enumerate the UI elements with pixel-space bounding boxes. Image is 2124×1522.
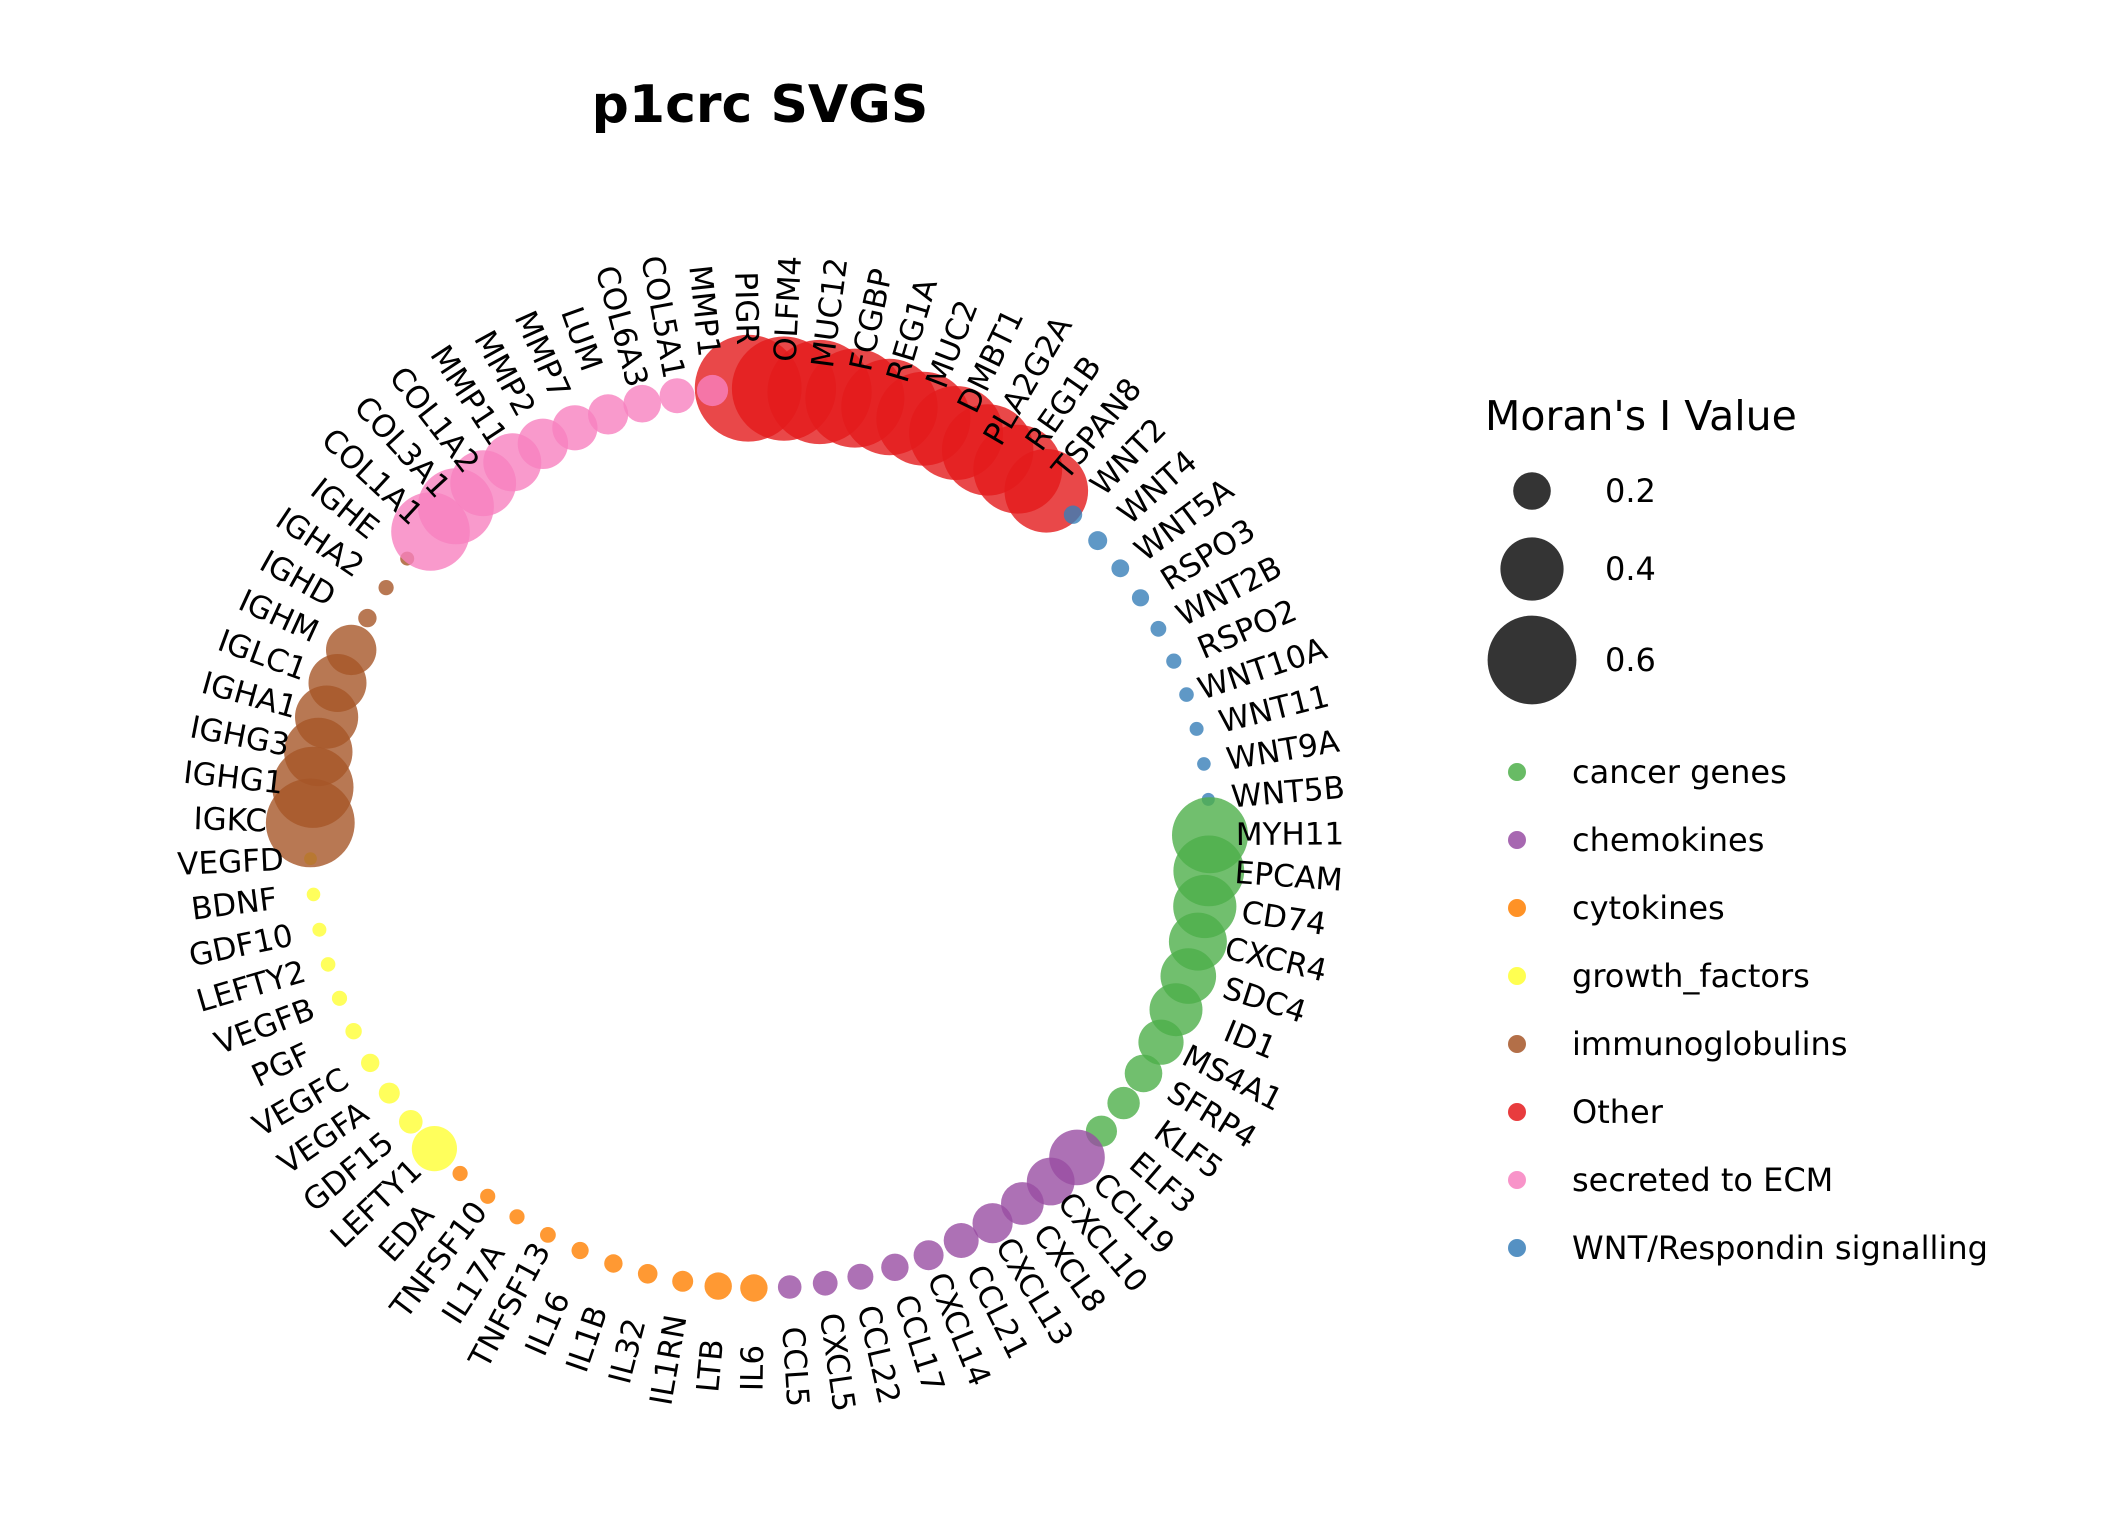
gene-label-ighg1: IGHG1 — [182, 755, 286, 802]
size-legend-bubble — [1500, 537, 1564, 601]
category-legend-marker — [1508, 1103, 1526, 1121]
size-legend-label: 0.2 — [1605, 472, 1656, 510]
gene-bubble-lum — [588, 394, 629, 435]
gene-bubble-ccl17 — [881, 1253, 909, 1282]
gene-bubble-rspo3 — [1131, 589, 1150, 607]
category-legend-label: growth_factors — [1572, 957, 1810, 995]
gene-bubble-il32 — [637, 1264, 658, 1284]
chart-title: p1crc SVGS — [592, 75, 929, 135]
gene-bubble-vegfb — [331, 990, 348, 1006]
gene-bubble-il6 — [740, 1274, 768, 1302]
category-legend-marker — [1508, 1239, 1526, 1257]
gene-label-myh11: MYH11 — [1236, 816, 1345, 853]
gene-bubble-mmp7 — [552, 405, 598, 451]
category-legend-label: WNT/Respondin signalling — [1572, 1229, 1988, 1267]
gene-bubble-gdf15 — [399, 1110, 423, 1134]
gene-bubble-cxcl5 — [812, 1270, 838, 1296]
gene-bubble-ccl22 — [847, 1263, 874, 1290]
gene-label-wnt5b: WNT5B — [1230, 770, 1346, 816]
gene-bubble-il17a — [509, 1209, 525, 1225]
category-legend: cancer genes chemokines cytokines growth_fa… — [1508, 753, 1988, 1267]
category-legend-label: cytokines — [1572, 889, 1725, 927]
gene-label-bdnf: BDNF — [189, 881, 279, 928]
gene-bubble-gdf10 — [312, 922, 327, 937]
gene-bubble-cxcl14 — [913, 1240, 944, 1271]
category-legend-label: cancer genes — [1572, 753, 1787, 791]
gene-label-igkc: IGKC — [193, 801, 268, 839]
gene-bubble-ccl21 — [943, 1223, 979, 1258]
category-legend-label: immunoglobulins — [1572, 1025, 1847, 1063]
category-legend-label: Other — [1572, 1093, 1664, 1131]
gene-bubble-wnt9a — [1197, 757, 1211, 771]
category-legend-marker — [1508, 967, 1526, 985]
gene-bubble-il1rn — [672, 1270, 694, 1292]
gene-label-vegfd: VEGFD — [177, 842, 285, 883]
size-legend-bubble — [1487, 615, 1577, 705]
gene-bubble-rspo2 — [1166, 653, 1182, 669]
size-legend-title: Moran's I Value — [1485, 392, 1797, 440]
gene-bubble-wnt2b — [1150, 620, 1167, 637]
gene-bubble-pgf — [345, 1022, 362, 1040]
gene-label-ccl5: CCL5 — [774, 1326, 815, 1408]
size-legend-bubble — [1513, 472, 1551, 510]
gene-bubble-wnt4 — [1088, 531, 1108, 551]
gene-bubble-lefty2 — [320, 957, 336, 972]
gene-label-ltb: LTB — [690, 1338, 731, 1394]
gene-bubble-ltb — [704, 1272, 732, 1300]
category-legend-marker — [1508, 831, 1526, 849]
size-legend-label: 0.6 — [1605, 641, 1656, 679]
gene-bubble-vegfa — [378, 1082, 400, 1104]
gene-bubble-ighm — [326, 624, 377, 676]
gene-bubble-eda — [452, 1165, 468, 1182]
gene-bubble-sfrp4 — [1124, 1054, 1163, 1093]
gene-bubble-wnt5a — [1111, 559, 1130, 578]
size-legend: Moran's I Value 0.2 0.4 0.6 — [1485, 392, 1797, 705]
gene-bubble-ighd — [358, 608, 377, 628]
category-legend-marker — [1508, 1035, 1526, 1053]
category-legend-marker — [1508, 1171, 1526, 1189]
gene-bubble-ring — [265, 334, 1248, 1302]
gene-bubble-wnt10a — [1179, 687, 1194, 702]
gene-bubble-ms4a1 — [1138, 1019, 1184, 1065]
gene-bubble-igha2 — [378, 580, 394, 596]
gene-bubble-col5a1 — [659, 378, 695, 414]
gene-bubble-wnt11 — [1189, 721, 1204, 736]
gene-bubble-wnt2 — [1063, 505, 1083, 524]
category-legend-label: secreted to ECM — [1572, 1161, 1833, 1199]
gene-label-olfm4: OLFM4 — [767, 255, 809, 363]
category-legend-marker — [1508, 763, 1526, 781]
gene-bubble-cxcl13 — [972, 1203, 1013, 1244]
gene-bubble-tnfsf13 — [540, 1227, 556, 1243]
gene-bubble-tnfsf10 — [480, 1188, 496, 1204]
gene-bubble-bdnf — [306, 887, 321, 902]
gene-bubble-il1b — [604, 1254, 623, 1273]
gene-bubble-cxcl8 — [1001, 1182, 1044, 1225]
gene-label-mmp1: MMP1 — [681, 263, 727, 358]
gene-bubble-lefty1 — [411, 1126, 457, 1172]
gene-label-epcam: EPCAM — [1233, 855, 1343, 899]
gene-bubble-klf5 — [1107, 1086, 1140, 1120]
category-legend-marker — [1508, 899, 1526, 917]
gene-bubble-il16 — [571, 1241, 589, 1260]
gene-bubble-vegfc — [361, 1053, 380, 1073]
size-legend-label: 0.4 — [1605, 550, 1656, 588]
gene-bubble-col6a3 — [623, 384, 661, 423]
gene-label-il6: IL6 — [734, 1345, 771, 1392]
gene-bubble-ccl5 — [777, 1275, 802, 1299]
gene-label-pigr: PIGR — [727, 271, 765, 345]
gene-bubble-mmp1 — [696, 374, 729, 407]
category-legend-label: chemokines — [1572, 821, 1764, 859]
